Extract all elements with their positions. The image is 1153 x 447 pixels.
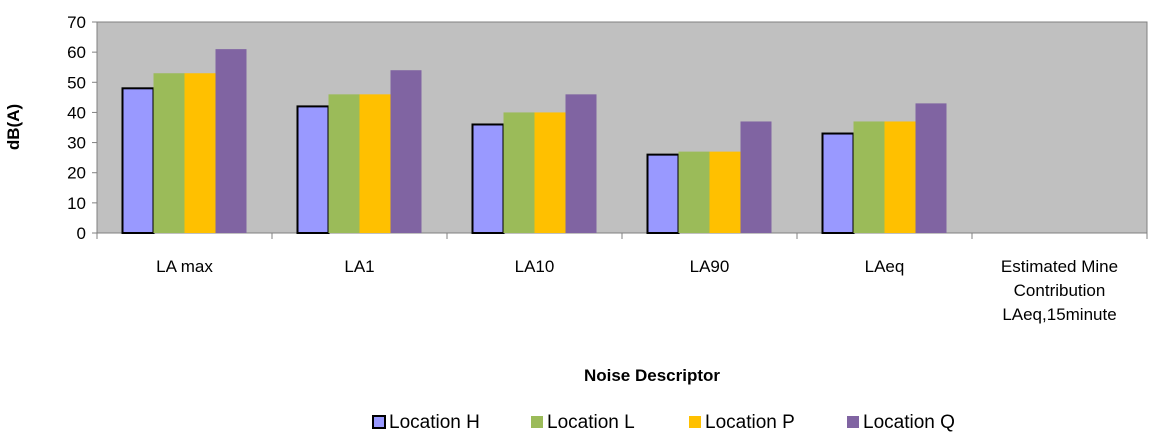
bar-location-p bbox=[534, 112, 566, 233]
bar-location-p bbox=[184, 73, 216, 233]
bar-location-q bbox=[390, 70, 422, 233]
legend-label: Location L bbox=[547, 412, 635, 433]
bar-location-h bbox=[296, 105, 330, 234]
x-category-label: LA max bbox=[156, 257, 213, 276]
y-tick-label: 20 bbox=[67, 164, 86, 183]
x-category-label-line: LAeq bbox=[865, 257, 905, 276]
legend-swatch bbox=[689, 416, 701, 428]
legend: Location H Location L Location P Location Q bbox=[372, 412, 955, 433]
bar-location-q bbox=[915, 103, 947, 233]
x-category-label: LA10 bbox=[515, 257, 555, 276]
x-category-label-line: LA10 bbox=[515, 257, 555, 276]
y-tick-label: 60 bbox=[67, 43, 86, 62]
legend-swatch bbox=[372, 415, 386, 429]
x-category-label-line: LA90 bbox=[690, 257, 730, 276]
y-tick-label: 40 bbox=[67, 103, 86, 122]
bar-location-q bbox=[740, 121, 772, 233]
x-category-label: LA1 bbox=[344, 257, 374, 276]
x-axis-title: Noise Descriptor bbox=[584, 366, 720, 385]
bar-location-p bbox=[709, 151, 741, 233]
y-tick-label: 0 bbox=[77, 224, 86, 243]
legend-label: Location P bbox=[705, 412, 795, 433]
bar-location-l bbox=[503, 112, 535, 233]
bar-location-l bbox=[853, 121, 885, 233]
legend-swatch bbox=[531, 416, 543, 428]
bar-location-q bbox=[215, 49, 247, 233]
x-category-label-line: Estimated Mine bbox=[1001, 257, 1118, 276]
bar-location-q bbox=[565, 94, 597, 233]
x-category-label-line: LAeq,15minute bbox=[1002, 305, 1116, 324]
x-category-label-line: Contribution bbox=[1014, 281, 1106, 300]
y-tick-label: 50 bbox=[67, 73, 86, 92]
bar-location-h bbox=[471, 123, 505, 234]
x-category-label: Estimated Mine Contribution LAeq,15minute bbox=[1001, 257, 1118, 324]
y-axis: 0 10 20 30 40 50 60 70 bbox=[67, 13, 98, 243]
y-tick-label: 30 bbox=[67, 134, 86, 153]
y-tick-label: 70 bbox=[67, 13, 86, 32]
bar-location-l bbox=[153, 73, 185, 233]
bar-location-p bbox=[359, 94, 391, 233]
y-axis-title: dB(A) bbox=[4, 104, 23, 150]
x-axis: LA max LA1 LA10 LA90 LAeq Estimated Mine Contr… bbox=[96, 232, 1148, 324]
x-category-label: LA90 bbox=[690, 257, 730, 276]
legend-swatch bbox=[847, 416, 859, 428]
bar-location-h bbox=[121, 87, 155, 234]
y-tick-label: 10 bbox=[67, 194, 86, 213]
bar-location-h bbox=[821, 132, 855, 234]
bar-location-l bbox=[678, 151, 710, 233]
legend-label: Location Q bbox=[863, 412, 955, 433]
x-category-label-line: LA1 bbox=[344, 257, 374, 276]
legend-label: Location H bbox=[389, 412, 480, 433]
x-category-label: LAeq bbox=[865, 257, 905, 276]
bars bbox=[121, 49, 947, 234]
bar-location-h bbox=[646, 153, 680, 234]
bar-location-l bbox=[328, 94, 360, 233]
x-category-label-line: LA max bbox=[156, 257, 213, 276]
plot-area bbox=[96, 21, 1148, 234]
bar-location-p bbox=[884, 121, 916, 233]
